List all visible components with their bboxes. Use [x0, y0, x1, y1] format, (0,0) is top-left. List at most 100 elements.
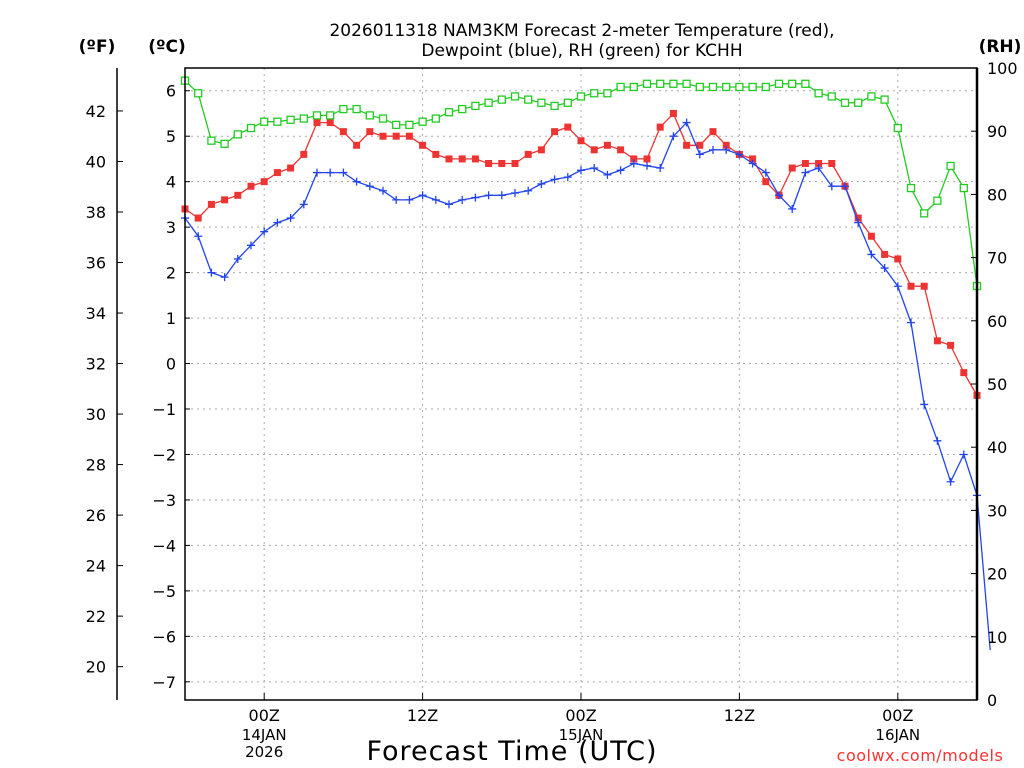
2-meter-temperature-point: [656, 123, 664, 131]
rh-point: [365, 111, 374, 120]
dewpoint-point: [854, 218, 863, 227]
2-meter-temperature-point: [815, 159, 823, 167]
dewpoint-point: [695, 150, 704, 159]
2-meter-temperature-point: [458, 155, 466, 163]
celsius-tick-label: 2: [166, 264, 176, 283]
rh-point: [642, 79, 652, 88]
rh-tick-label: 10: [987, 628, 1007, 647]
rh-point: [867, 92, 876, 101]
2-meter-temperature-point: [260, 178, 268, 186]
2-meter-temperature-point: [524, 150, 532, 158]
rh-point: [590, 89, 599, 98]
2-meter-temperature-point: [326, 119, 334, 127]
2-meter-temperature-point: [603, 141, 611, 149]
2-meter-temperature-point: [722, 141, 730, 149]
2-meter-temperature-point: [247, 182, 255, 190]
dewpoint-point: [735, 150, 744, 159]
rh-point: [761, 82, 770, 92]
dewpoint-point: [907, 318, 915, 327]
2-meter-temperature-point: [643, 155, 651, 163]
celsius-tick-label: 4: [166, 173, 176, 192]
2-meter-temperature-point: [617, 146, 625, 154]
2-meter-temperature-point: [577, 137, 585, 145]
rh-point: [906, 183, 916, 193]
dewpoint-point: [247, 241, 255, 250]
dewpoint-point: [299, 200, 308, 209]
rh-point: [444, 108, 454, 117]
dewpoint-point: [590, 164, 599, 173]
rh-point: [695, 82, 704, 92]
rh-point: [801, 79, 810, 88]
dewpoint-point: [946, 477, 955, 486]
rh-point: [774, 79, 784, 88]
2-meter-temperature-point: [564, 123, 572, 131]
rh-point: [629, 82, 638, 92]
dewpoint-point: [656, 164, 665, 173]
dewpoint-point: [365, 182, 374, 191]
rh-point: [682, 79, 691, 88]
2-meter-temperature-point: [762, 178, 770, 186]
2-meter-temperature-point: [537, 146, 545, 154]
fahrenheit-tick-label: 42: [86, 102, 106, 121]
2-meter-temperature-point: [511, 159, 519, 167]
fahrenheit-tick-label: 38: [86, 203, 106, 222]
2-meter-temperature-point: [194, 214, 202, 222]
2-meter-temperature-point: [590, 146, 598, 154]
rh-point: [233, 130, 242, 139]
dewpoint-point: [775, 191, 783, 200]
dewpoint-point: [629, 159, 638, 168]
rh-point: [312, 111, 322, 120]
dewpoint-point: [313, 168, 321, 177]
year-label: 2026: [245, 743, 283, 761]
rh-tick-label: 40: [987, 438, 1007, 457]
celsius-unit-label: (ºC): [148, 37, 186, 57]
dewpoint-point: [709, 145, 717, 154]
dewpoint-point: [484, 191, 493, 200]
2-meter-temperature-point: [273, 169, 281, 177]
rh-tick-label: 20: [987, 565, 1007, 584]
dewpoint-point: [669, 132, 678, 141]
celsius-tick-label: 1: [166, 309, 176, 328]
dewpoint-point: [392, 195, 401, 204]
2-meter-temperature-point: [801, 159, 809, 167]
rh-point: [286, 115, 295, 124]
2-meter-temperature-point: [498, 159, 506, 167]
dewpoint-point: [233, 254, 242, 263]
dewpoint-point: [550, 175, 559, 184]
2-meter-temperature-point: [445, 155, 453, 163]
rh-point: [656, 79, 665, 88]
celsius-tick-label: 0: [166, 355, 176, 374]
rh-point: [893, 123, 902, 133]
2-meter-temperature-point: [933, 337, 941, 345]
dewpoint-point: [471, 193, 480, 202]
2-meter-temperature-point: [300, 150, 308, 158]
time-tick-label: 12Z: [724, 706, 755, 725]
2-meter-temperature-point: [696, 141, 704, 149]
2-meter-temperature-point: [339, 128, 347, 136]
rh-point: [458, 104, 467, 114]
rh-point: [550, 101, 559, 111]
fahrenheit-tick-label: 20: [86, 658, 106, 677]
fahrenheit-tick-label: 32: [86, 355, 106, 374]
dewpoint-point: [220, 273, 229, 282]
dewpoint-point: [326, 168, 335, 177]
dewpoint-point: [286, 214, 295, 223]
rh-point: [735, 82, 744, 92]
dewpoint-point: [405, 195, 414, 204]
2-meter-temperature-point: [867, 232, 875, 240]
date-label: 14JAN: [242, 726, 287, 744]
axis-tick-labels: −7−6−5−4−3−2−101234562022242628303234363…: [86, 59, 1018, 761]
x-axis-title: Forecast Time (UTC): [366, 736, 657, 767]
fahrenheit-unit-label: (ºF): [79, 37, 116, 57]
celsius-tick-label: −5: [152, 582, 176, 601]
rh-point: [484, 98, 493, 107]
dewpoint-point: [893, 282, 902, 291]
dewpoint-point: [841, 182, 849, 191]
time-tick-label: 12Z: [407, 706, 438, 725]
rh-unit-label: (RH): [979, 37, 1022, 57]
rh-point: [563, 98, 572, 107]
rh-point: [339, 104, 348, 114]
rh-point: [840, 98, 850, 107]
